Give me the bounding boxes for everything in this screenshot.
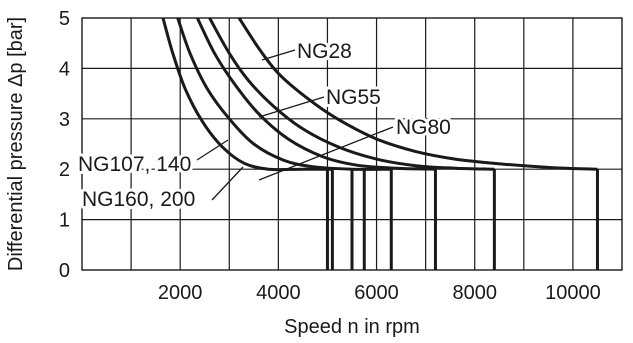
curve-label: NG107, 140 bbox=[78, 153, 191, 176]
curve-ng80 bbox=[196, 17, 436, 171]
x-tick-label: 8000 bbox=[452, 282, 497, 304]
y-tick-labels: 0 1 2 3 4 5 bbox=[59, 8, 70, 282]
y-tick-label: 3 bbox=[59, 109, 70, 131]
curve-ng55 bbox=[208, 17, 495, 171]
label-leader-line bbox=[258, 126, 394, 181]
curve-ng160-200 bbox=[161, 17, 333, 172]
y-tick-label: 2 bbox=[59, 159, 70, 181]
x-tick-label: 4000 bbox=[256, 282, 301, 304]
curve-labels: NG28 NG55 NG80 NG107, 140 NG160, 200 bbox=[75, 37, 454, 214]
curve-label: NG28 bbox=[297, 40, 352, 63]
y-tick-label: 0 bbox=[59, 260, 70, 282]
x-tick-label: 6000 bbox=[354, 282, 399, 304]
y-tick-label: 1 bbox=[59, 210, 70, 232]
curve-label: NG55 bbox=[326, 86, 381, 109]
label-leader-line bbox=[196, 139, 229, 161]
x-tick-label: 10000 bbox=[545, 282, 601, 304]
curve-label: NG160, 200 bbox=[82, 188, 195, 211]
curves bbox=[161, 17, 598, 172]
curve-label: NG80 bbox=[396, 116, 451, 139]
x-axis-label: Speed n in rpm bbox=[284, 316, 420, 338]
max-speed-drops bbox=[325, 169, 599, 270]
y-tick-label: 4 bbox=[59, 58, 70, 80]
label-leader-line bbox=[258, 96, 325, 118]
grid bbox=[82, 18, 622, 270]
label-leader-line bbox=[261, 49, 296, 61]
label-leader-line bbox=[211, 166, 244, 201]
y-axis-label: Differential pressure Δp [bar] bbox=[5, 17, 27, 271]
curve-ng107-140 bbox=[176, 17, 392, 171]
curve-ng28 bbox=[237, 17, 598, 171]
y-tick-label: 5 bbox=[59, 8, 70, 30]
x-tick-labels: 2000 4000 6000 8000 10000 bbox=[158, 282, 601, 304]
x-tick-label: 2000 bbox=[158, 282, 203, 304]
